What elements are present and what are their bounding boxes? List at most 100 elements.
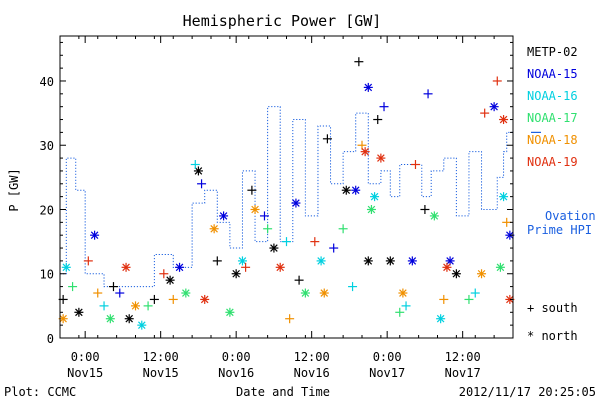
marker-legend-south: + south [527, 301, 578, 315]
legend-entry: NOAA-16 [527, 89, 578, 103]
data-point-north [231, 269, 241, 279]
data-point-south [247, 185, 257, 195]
x-tick-date: Nov15 [67, 366, 103, 380]
data-point-south [83, 256, 93, 266]
y-tick-label: 0 [47, 332, 54, 346]
data-point-north [74, 307, 84, 317]
chart-title: Hemispheric Power [GW] [183, 12, 382, 30]
x-tick-date: Nov17 [445, 366, 481, 380]
data-point-south [99, 301, 109, 311]
data-point-north [442, 262, 452, 272]
plot-frame [59, 35, 514, 339]
data-point-south [464, 294, 474, 304]
x-tick-time: 0:00 [373, 350, 402, 364]
data-point-north [250, 204, 260, 214]
legend-entry: METP-02 [527, 45, 578, 59]
data-point-north [269, 243, 279, 253]
data-point-north [451, 269, 461, 279]
data-point-south [329, 243, 339, 253]
data-point-north [398, 288, 408, 298]
data-point-north [477, 269, 487, 279]
footer-right: 2012/11/17 20:25:05 [459, 385, 596, 399]
legend-entry: NOAA-15 [527, 67, 578, 81]
data-point-north [351, 185, 361, 195]
axes: 0 10 20 30 40 0:00 Nov15 12:00 Nov15 0:00 Nov16 12:… [40, 36, 514, 380]
data-point-south [439, 294, 449, 304]
y-tick-label: 30 [40, 139, 54, 153]
data-point-south [115, 288, 125, 298]
data-point-south [285, 314, 295, 324]
y-axis-label: P [GW] [7, 168, 21, 211]
data-point-north [209, 224, 219, 234]
data-point-south [149, 294, 159, 304]
data-point-south [241, 262, 251, 272]
data-point-south [348, 282, 358, 292]
data-point-north [237, 256, 247, 266]
data-point-north [291, 198, 301, 208]
data-point-south [502, 217, 512, 227]
ovation-legend-line1: Ovation [545, 209, 596, 223]
ovation-line [60, 106, 513, 288]
data-point-north [193, 166, 203, 176]
data-point-north [275, 262, 285, 272]
data-point-south [492, 76, 502, 86]
data-point-north [61, 262, 71, 272]
data-point-south [68, 282, 78, 292]
data-point-south [379, 102, 389, 112]
x-axis-label: Date and Time [236, 385, 330, 399]
y-tick-label: 20 [40, 203, 54, 217]
data-point-north [370, 192, 380, 202]
x-tick-time: 0:00 [71, 350, 100, 364]
x-tick-time: 12:00 [143, 350, 179, 364]
data-point-north [366, 204, 376, 214]
data-points [58, 57, 515, 330]
data-point-south [108, 282, 118, 292]
data-point-north [124, 314, 134, 324]
data-point-south [401, 301, 411, 311]
x-tick-date: Nov16 [294, 366, 330, 380]
data-point-north [200, 294, 210, 304]
data-point-north [165, 275, 175, 285]
data-point-south [373, 115, 383, 125]
data-point-north [429, 211, 439, 221]
data-point-south [212, 256, 222, 266]
legend: METP-02 NOAA-15 NOAA-16 NOAA-17 NOAA-18 NOAA-… [527, 45, 596, 343]
data-point-south [168, 294, 178, 304]
x-tick-date: Nov15 [143, 366, 179, 380]
x-tick-date: Nov16 [218, 366, 254, 380]
data-point-south [190, 160, 200, 170]
data-point-north [385, 256, 395, 266]
data-point-north [181, 288, 191, 298]
data-point-south [294, 275, 304, 285]
data-point-north [105, 314, 115, 324]
x-tick-date: Nov17 [369, 366, 405, 380]
data-point-south [470, 288, 480, 298]
data-point-south [410, 160, 420, 170]
data-point-south [420, 204, 430, 214]
data-point-south [143, 301, 153, 311]
data-point-north [445, 256, 455, 266]
legend-entry: NOAA-17 [527, 111, 578, 125]
y-tick-label: 40 [40, 75, 54, 89]
data-point-south [159, 269, 169, 279]
data-point-north [489, 102, 499, 112]
data-point-north [319, 288, 329, 298]
ovation-step-line [60, 106, 513, 288]
data-point-north [436, 314, 446, 324]
data-point-north [341, 185, 351, 195]
x-tick-time: 0:00 [222, 350, 251, 364]
ovation-legend-line2: Prime HPI [527, 223, 592, 237]
data-point-north [300, 288, 310, 298]
data-point-south [480, 108, 490, 118]
data-point-north [316, 256, 326, 266]
data-point-south [395, 307, 405, 317]
data-point-north [121, 262, 131, 272]
data-point-north [499, 192, 509, 202]
data-point-south [423, 89, 433, 99]
data-point-south [93, 288, 103, 298]
data-point-north [495, 262, 505, 272]
footer-left: Plot: CCMC [4, 385, 76, 399]
data-point-north [219, 211, 229, 221]
y-tick-label: 10 [40, 268, 54, 282]
